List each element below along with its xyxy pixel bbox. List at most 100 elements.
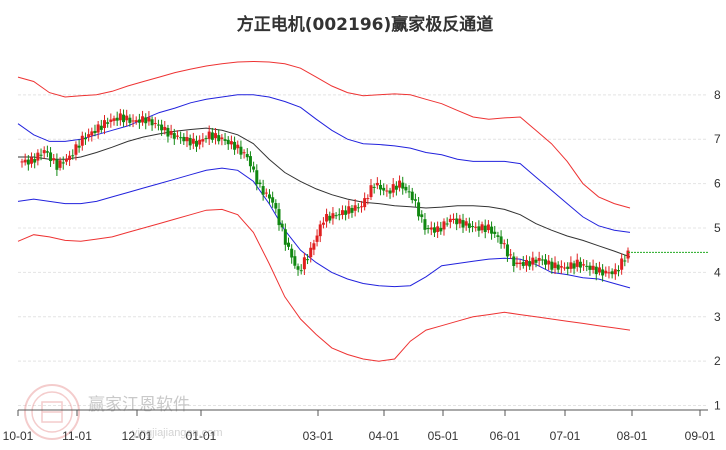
candle [204, 135, 208, 143]
candle [45, 145, 49, 158]
candle [252, 161, 256, 173]
candle [442, 218, 446, 236]
candle [315, 229, 319, 247]
candle [493, 225, 497, 239]
candle [585, 260, 589, 272]
y-tick-label: 8 [714, 88, 721, 102]
y-tick-label: 4 [714, 265, 721, 279]
candle [518, 259, 522, 271]
y-tick-label: 5 [714, 221, 721, 235]
candle [61, 156, 65, 170]
chart-title: 方正电机(002196)赢家极反通道 [237, 14, 494, 35]
candle [115, 111, 119, 126]
candle [623, 254, 627, 267]
candle [420, 210, 424, 223]
x-tick-label: 04-01 [369, 429, 400, 443]
candle [118, 108, 122, 126]
candle [207, 125, 211, 146]
candle [191, 132, 195, 150]
candle [83, 132, 87, 145]
candle [566, 262, 570, 276]
y-tick-label: 6 [714, 177, 721, 191]
candle [188, 134, 192, 150]
candle [290, 244, 294, 264]
candle [563, 262, 567, 271]
candle [604, 266, 608, 277]
candle [87, 128, 91, 142]
candle [185, 130, 189, 148]
candle [306, 254, 310, 265]
candle [321, 217, 325, 229]
candle [610, 268, 614, 279]
candle [394, 181, 398, 196]
candle [436, 221, 440, 238]
candle [626, 247, 630, 263]
candle [474, 222, 478, 232]
candle [331, 207, 335, 225]
candle [163, 120, 167, 135]
x-axis: 10-01 11-01 12-01 01-01 03-01 04-01 05-01 06-01… [3, 409, 716, 443]
candle [214, 128, 218, 145]
x-tick-label: 11-01 [62, 429, 92, 443]
candle [559, 260, 563, 274]
candle [302, 252, 306, 276]
candle [131, 114, 135, 128]
x-tick-label: 05-01 [428, 429, 459, 443]
candle [112, 115, 116, 126]
candle [125, 109, 129, 127]
candle [369, 178, 373, 201]
candle [220, 134, 224, 146]
candle [55, 153, 59, 176]
candle [150, 116, 154, 131]
candle [531, 251, 535, 271]
candle [582, 259, 586, 271]
candle [264, 188, 268, 198]
candle [439, 221, 443, 235]
candle [601, 264, 605, 282]
candle [496, 231, 500, 243]
candle [283, 223, 287, 251]
candle [505, 238, 509, 262]
candle [591, 259, 595, 274]
candle [309, 241, 313, 263]
candle [537, 251, 541, 267]
candle [325, 208, 329, 228]
candle [379, 179, 383, 196]
candle [413, 193, 417, 207]
candle [521, 256, 525, 269]
candle [359, 200, 363, 213]
candle [407, 185, 411, 199]
candle [556, 261, 560, 273]
candle [96, 121, 100, 139]
candle [388, 187, 392, 199]
candle [26, 155, 30, 171]
candle [417, 196, 421, 221]
channel-bands [17, 60, 631, 362]
candle [147, 111, 151, 126]
x-tick-label: 12-01 [122, 429, 153, 443]
candle [356, 203, 360, 213]
candle [353, 199, 357, 217]
candle [217, 129, 221, 145]
candle [366, 194, 370, 205]
candle [347, 200, 351, 219]
x-tick-label: 10-01 [3, 429, 34, 443]
y-tick-label: 3 [714, 310, 721, 324]
candle [547, 255, 551, 271]
band-outer_upper [17, 60, 631, 209]
x-tick-label: 07-01 [550, 429, 581, 443]
candle [30, 152, 34, 168]
grid [18, 94, 708, 407]
x-tick-label: 03-01 [303, 429, 334, 443]
candle [74, 141, 78, 161]
candle [375, 177, 379, 190]
candle [33, 153, 37, 169]
candle [477, 220, 481, 237]
candle [423, 212, 427, 235]
candle [385, 184, 389, 197]
candle [90, 127, 94, 142]
candle [137, 113, 141, 129]
candle [102, 115, 106, 135]
candle [169, 124, 173, 139]
